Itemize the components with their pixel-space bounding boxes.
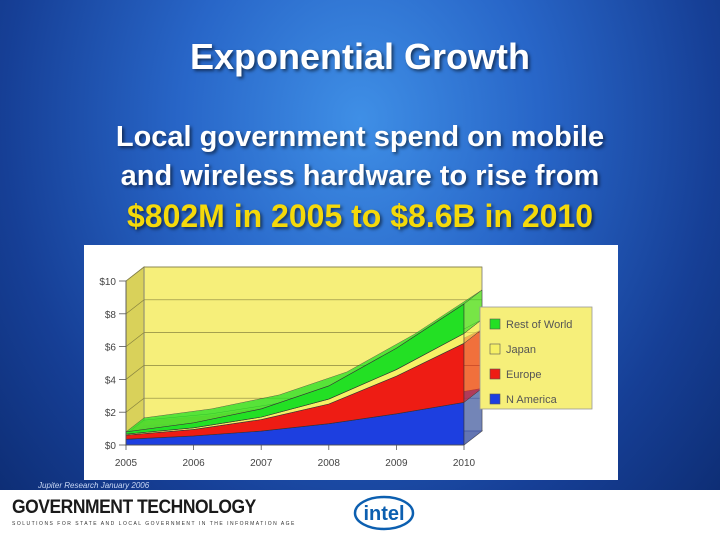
legend-swatch (489, 393, 501, 405)
legend-label: Europe (506, 369, 541, 381)
legend-swatch (489, 318, 501, 330)
subtitle-line-2: and wireless hardware to rise from (120, 160, 600, 192)
x-tick-label: 2005 (115, 458, 138, 469)
gridline (125, 332, 482, 347)
gridline (125, 266, 482, 282)
government-technology-tagline: SOLUTIONS FOR STATE AND LOCAL GOVERNMENT… (12, 521, 296, 527)
x-tick-label: 2010 (453, 458, 476, 469)
y-tick-label: $2 (105, 408, 117, 419)
y-tick-label: $10 (99, 277, 116, 288)
legend-swatch (489, 343, 501, 355)
legend-swatch (489, 368, 501, 380)
y-tick-label: $4 (105, 375, 117, 386)
government-technology-logo: GOVERNMENT TECHNOLOGY (12, 497, 256, 518)
slide-title: Exponential Growth (189, 36, 530, 77)
intel-wordmark: intel (363, 503, 404, 525)
subtitle-line-1: Local government spend on mobile (115, 121, 605, 153)
y-tick-label: $8 (105, 310, 117, 321)
plot-side-wall (125, 266, 145, 446)
area-chart: $0 $2 $4 $6 $8 $10 2005 2006 2007 2008 2009 2010 Res… (99, 266, 593, 469)
intel-logo: intel (350, 492, 420, 532)
legend-label: N America (506, 394, 558, 406)
intel-swirl-icon (353, 495, 415, 531)
highlight-figure: $802M in 2005 to $8.6B in 2010 (126, 198, 594, 234)
x-tick-label: 2007 (250, 458, 273, 469)
x-tick-label: 2006 (182, 458, 205, 469)
gridline (125, 299, 482, 315)
legend-label: Rest of World (506, 319, 572, 331)
x-tick-label: 2008 (318, 458, 341, 469)
y-tick-label: $6 (105, 343, 117, 354)
source-note: Jupiter Research January 2006 (38, 481, 150, 490)
chart-panel: $0 $2 $4 $6 $8 $10 2005 2006 2007 2008 2009 2010 Res… (84, 245, 618, 480)
footer-bar (0, 490, 720, 540)
x-tick-label: 2009 (385, 458, 408, 469)
y-tick-label: $0 (105, 441, 117, 452)
legend-label: Japan (506, 344, 536, 356)
